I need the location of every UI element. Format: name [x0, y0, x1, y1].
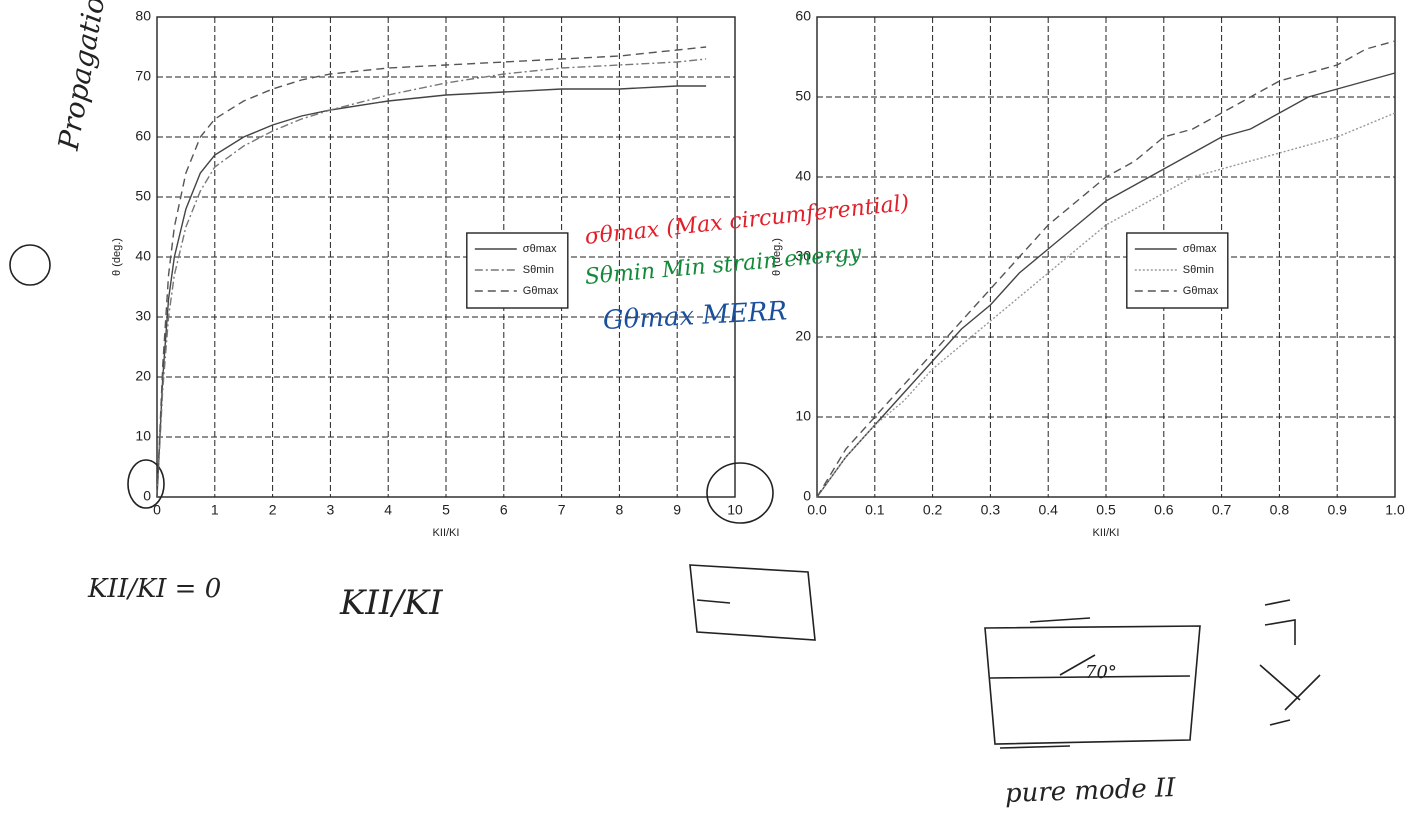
x-tick-label: 9: [673, 502, 681, 518]
x-tick-label: 1: [211, 502, 219, 518]
page: 0 10 20 30 40 50 60 70 80 0 1 2 3 4 5 6 7 8 9 10 KII/KI θ (de…: [0, 0, 1417, 816]
x-axis-label: KII/KI: [433, 527, 460, 539]
x-tick-label: 0: [153, 502, 161, 518]
x-tick-label: 10: [727, 502, 743, 518]
handwritten-note: pure mode II: [1004, 773, 1176, 809]
legend-label: σθmax: [1183, 243, 1217, 255]
x-tick-label: 1.0: [1385, 502, 1405, 518]
y-tick-label: 10: [135, 428, 151, 444]
x-tick-label: 0.1: [865, 502, 885, 518]
sketch-mode-ii: [985, 618, 1200, 748]
x-tick-label: 0.2: [923, 502, 943, 518]
sketch-circle: [10, 245, 50, 285]
x-tick-label: 3: [327, 502, 335, 518]
y-tick-label: 50: [795, 88, 811, 104]
x-tick-label: 7: [558, 502, 566, 518]
handwritten-note: Propagation: [52, 0, 115, 154]
handwritten-note: Sθmin Min strain energy: [584, 241, 863, 290]
x-tick-label: 8: [616, 502, 624, 518]
y-axis-label: θ (deg.): [111, 238, 123, 276]
x-tick-label: 4: [384, 502, 392, 518]
series-line: [157, 86, 706, 497]
legend-label: Sθmin: [523, 264, 554, 276]
y-tick-label: 20: [795, 328, 811, 344]
handwritten-note: 70°: [1085, 662, 1117, 683]
x-tick-label: 6: [500, 502, 508, 518]
y-tick-label: 40: [135, 248, 151, 264]
legend-label: σθmax: [523, 243, 557, 255]
x-tick-label: 0.6: [1154, 502, 1174, 518]
sketch-element: [1260, 600, 1320, 725]
y-tick-label: 20: [135, 368, 151, 384]
y-tick-label: 10: [795, 408, 811, 424]
x-tick-label: 0.7: [1212, 502, 1232, 518]
handwritten-note: Gθmax MERR: [602, 296, 788, 336]
y-tick-label: 60: [135, 128, 151, 144]
legend-label: Gθmax: [1183, 285, 1219, 297]
x-tick-label: 0.5: [1096, 502, 1116, 518]
x-tick-label: 0.3: [981, 502, 1001, 518]
x-axis-label: KII/KI: [1093, 527, 1120, 539]
y-tick-label: 70: [135, 68, 151, 84]
x-tick-label: 0.9: [1327, 502, 1347, 518]
handwritten-note: KII/KI = 0: [87, 574, 221, 604]
x-tick-label: 0.0: [807, 502, 827, 518]
x-tick-label: 0.8: [1270, 502, 1290, 518]
sketch-box: [690, 565, 815, 640]
y-tick-label: 50: [135, 188, 151, 204]
x-tick-label: 2: [269, 502, 277, 518]
legend-label: Gθmax: [523, 285, 559, 297]
y-tick-label: 30: [135, 308, 151, 324]
handwritten-note: σθmax (Max circumferential): [584, 191, 911, 250]
x-tick-label: 0.4: [1038, 502, 1058, 518]
y-tick-label: 60: [795, 8, 811, 24]
x-tick-label: 5: [442, 502, 450, 518]
y-tick-label: 0: [143, 488, 151, 504]
legend-label: Sθmin: [1183, 264, 1214, 276]
y-tick-label: 40: [795, 168, 811, 184]
y-tick-label: 80: [135, 8, 151, 24]
handwritten-note: KII/KI: [339, 583, 443, 623]
